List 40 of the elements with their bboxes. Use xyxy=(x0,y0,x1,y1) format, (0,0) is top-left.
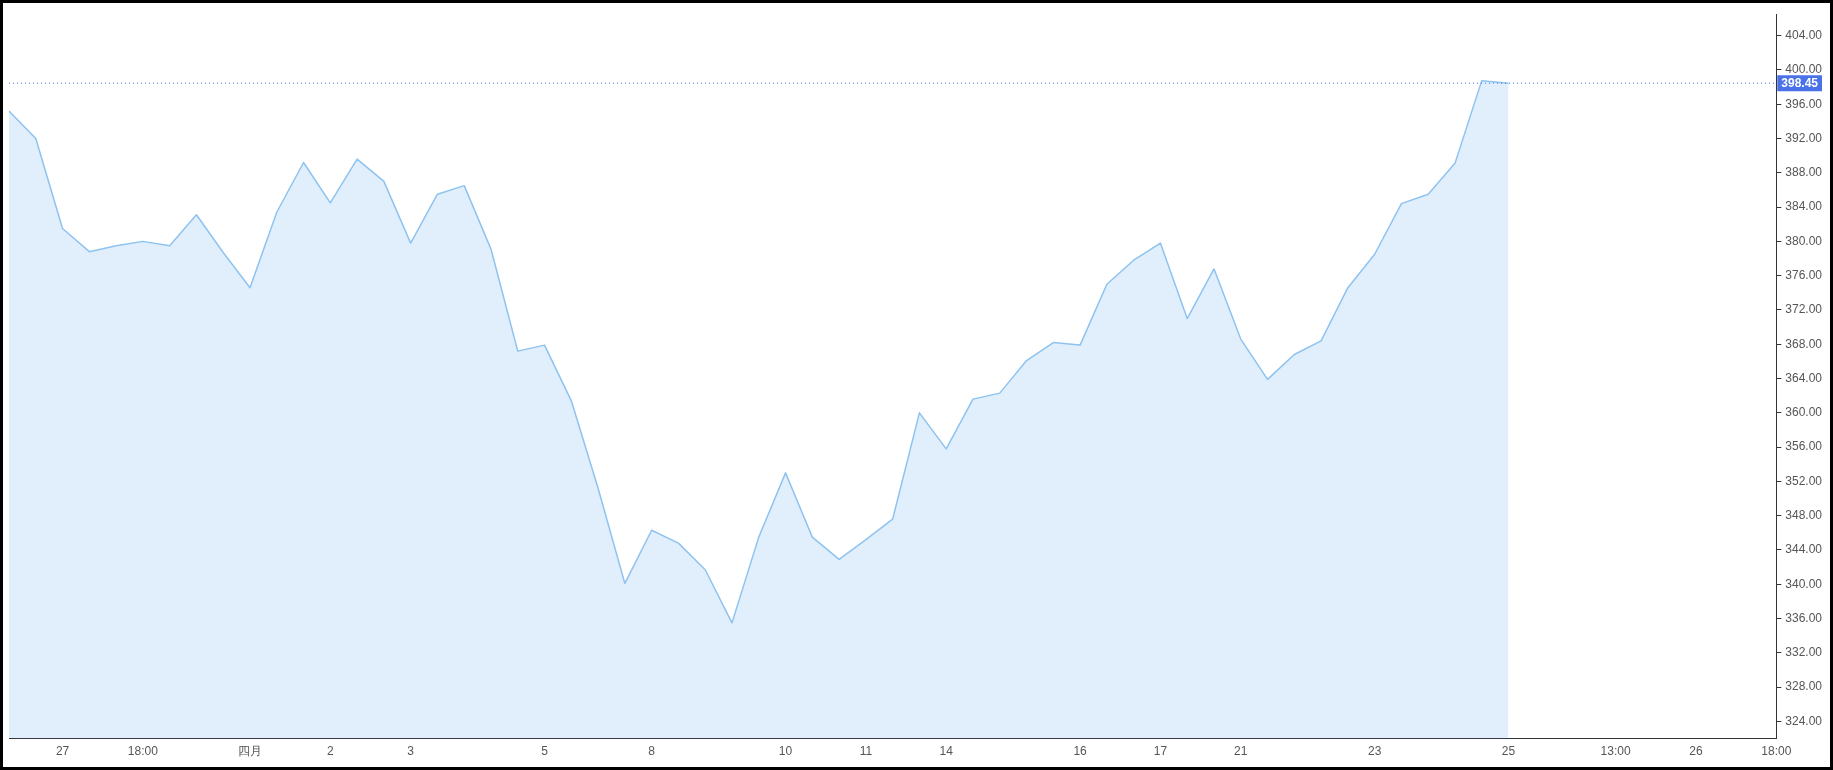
x-tick-label: 四月 xyxy=(238,744,262,759)
y-tick-label: 336.00 xyxy=(1785,610,1823,625)
y-tick-label: 356.00 xyxy=(1785,439,1823,454)
x-tick-label: 23 xyxy=(1367,744,1382,759)
y-tick-label: 344.00 xyxy=(1785,542,1823,557)
y-tick-label: 392.00 xyxy=(1785,130,1823,145)
x-tick-label: 2 xyxy=(326,744,334,759)
y-tick-label: 384.00 xyxy=(1785,199,1823,214)
x-tick-label: 25 xyxy=(1501,744,1516,759)
x-tick-label: 21 xyxy=(1234,744,1248,759)
x-tick-label: 17 xyxy=(1153,744,1168,759)
x-tick-label: 11 xyxy=(859,744,873,759)
ref-line-label: 398.45 xyxy=(1781,75,1819,90)
y-tick-label: 328.00 xyxy=(1785,679,1823,694)
x-tick-label: 18:00 xyxy=(1761,744,1792,759)
y-tick-label: 360.00 xyxy=(1785,405,1823,420)
y-tick-label: 352.00 xyxy=(1785,473,1823,488)
x-tick-label: 18:00 xyxy=(127,744,159,759)
y-tick-label: 340.00 xyxy=(1785,576,1823,591)
y-tick-label: 400.00 xyxy=(1785,62,1823,77)
x-tick-label: 8 xyxy=(648,744,656,759)
y-tick-label: 404.00 xyxy=(1785,27,1823,42)
y-tick-label: 388.00 xyxy=(1785,165,1823,180)
x-tick-label: 3 xyxy=(407,744,415,759)
y-tick-label: 324.00 xyxy=(1785,713,1823,728)
y-tick-label: 364.00 xyxy=(1785,370,1823,385)
y-tick-label: 372.00 xyxy=(1785,302,1823,317)
y-tick-label: 368.00 xyxy=(1785,336,1823,351)
x-tick-label: 26 xyxy=(1689,744,1703,759)
x-tick-label: 14 xyxy=(939,744,954,759)
x-tick-label: 13:00 xyxy=(1600,744,1631,759)
x-tick-label: 16 xyxy=(1073,744,1088,759)
y-tick-label: 332.00 xyxy=(1785,645,1823,660)
x-tick-label: 5 xyxy=(541,744,549,759)
y-tick-label: 348.00 xyxy=(1785,508,1823,523)
x-tick-label: 27 xyxy=(55,744,70,759)
y-tick-label: 376.00 xyxy=(1785,267,1823,282)
y-tick-label: 396.00 xyxy=(1785,96,1823,111)
y-tick-label: 380.00 xyxy=(1785,233,1823,248)
x-tick-label: 10 xyxy=(778,744,793,759)
